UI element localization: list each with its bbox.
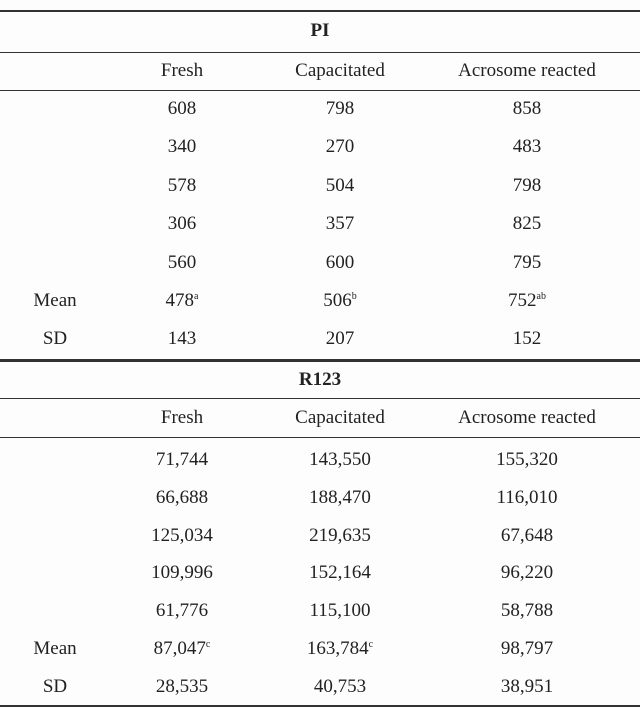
table-cell: 98,797 xyxy=(500,638,554,659)
table-cell: 61,776 xyxy=(155,600,209,622)
table-cell: 58,788 xyxy=(500,600,554,622)
table-cell: 116,010 xyxy=(496,486,558,508)
table-cell: 163,784c xyxy=(307,638,373,660)
table-rule xyxy=(0,10,640,12)
table-rule xyxy=(0,398,640,399)
table-cell: 608 xyxy=(167,98,197,119)
section-title: R123 xyxy=(298,369,342,390)
table-cell: 560 xyxy=(167,251,197,273)
table-cell: 306 xyxy=(167,213,197,235)
superscript: c xyxy=(205,639,211,650)
column-header: Acrosome reacted xyxy=(458,60,596,81)
table-cell: 28,535 xyxy=(155,675,209,697)
cell-value: 478 xyxy=(165,290,195,311)
cell-value: 752 xyxy=(508,290,537,311)
cell-value: 163,784 xyxy=(306,638,369,659)
table-cell: 155,320 xyxy=(496,449,558,470)
column-header: Capacitated xyxy=(295,60,385,81)
table-cell: 798 xyxy=(325,98,355,119)
table-cell: 600 xyxy=(325,251,355,273)
superscript: b xyxy=(351,291,357,302)
cell-value: 506 xyxy=(323,290,352,311)
table-cell: 115,100 xyxy=(309,600,371,622)
table-cell: 109,996 xyxy=(151,562,213,584)
table-cell: 270 xyxy=(325,136,355,158)
table-cell: 578 xyxy=(167,174,197,196)
table-cell: 795 xyxy=(512,251,542,273)
table-cell: 504 xyxy=(325,174,355,196)
table-cell: 71,744 xyxy=(155,449,209,470)
row-label: SD xyxy=(42,675,68,697)
table-cell: 219,635 xyxy=(309,524,371,546)
column-header: Acrosome reacted xyxy=(458,407,596,428)
table-cell: 858 xyxy=(512,98,542,119)
cell-value: 87,047 xyxy=(153,638,206,659)
superscript: c xyxy=(368,639,374,650)
column-header: Fresh xyxy=(160,60,204,81)
table-cell: 143 xyxy=(167,328,197,350)
table-cell: 752ab xyxy=(508,290,546,312)
table-cell: 207 xyxy=(325,328,355,350)
table-cell: 152 xyxy=(512,328,542,350)
table-cell: 188,470 xyxy=(309,486,371,508)
table-cell: 483 xyxy=(512,136,542,158)
table-cell: 38,951 xyxy=(500,675,554,697)
table-cell: 67,648 xyxy=(500,524,554,546)
table-cell: 152,164 xyxy=(309,562,371,584)
table-rule xyxy=(0,52,640,53)
table-cell: 340 xyxy=(167,136,197,158)
table-cell: 357 xyxy=(325,213,355,235)
table-cell: 87,047c xyxy=(154,638,211,660)
table-rule xyxy=(0,359,640,362)
column-header: Capacitated xyxy=(295,407,385,428)
table-cell: 798 xyxy=(512,174,542,196)
table-cell: 40,753 xyxy=(313,675,367,697)
superscript: a xyxy=(194,291,199,302)
table-cell: 478a xyxy=(166,290,199,312)
table-cell: 96,220 xyxy=(500,562,554,584)
table-cell: 825 xyxy=(512,213,542,235)
table-cell: 66,688 xyxy=(155,486,209,508)
section-title: PI xyxy=(310,20,330,41)
table-rule xyxy=(0,90,640,91)
table-cell: 125,034 xyxy=(151,524,213,546)
table-rule xyxy=(0,437,640,438)
table-rule xyxy=(0,705,640,707)
row-label: Mean xyxy=(33,638,77,659)
table-cell: 143,550 xyxy=(309,449,371,470)
row-label: Mean xyxy=(33,290,77,311)
superscript: ab xyxy=(536,291,546,302)
row-label: SD xyxy=(42,328,68,350)
column-header: Fresh xyxy=(160,407,204,428)
table-cell: 506b xyxy=(323,290,357,312)
